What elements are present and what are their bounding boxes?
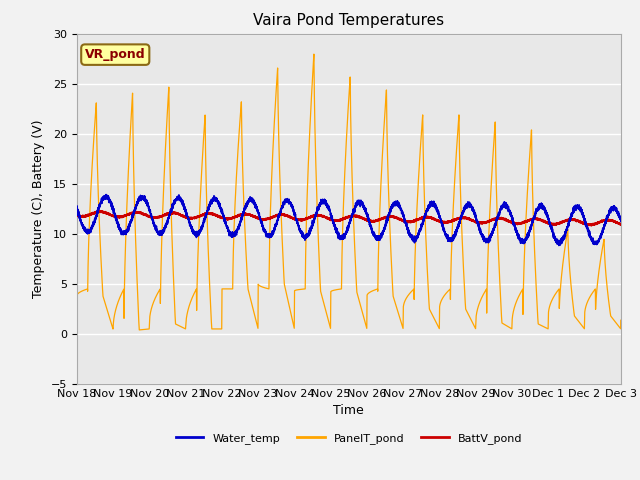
Text: VR_pond: VR_pond	[85, 48, 145, 61]
Y-axis label: Temperature (C), Battery (V): Temperature (C), Battery (V)	[32, 120, 45, 298]
X-axis label: Time: Time	[333, 405, 364, 418]
Legend: Water_temp, PanelT_pond, BattV_pond: Water_temp, PanelT_pond, BattV_pond	[172, 429, 526, 448]
Title: Vaira Pond Temperatures: Vaira Pond Temperatures	[253, 13, 444, 28]
